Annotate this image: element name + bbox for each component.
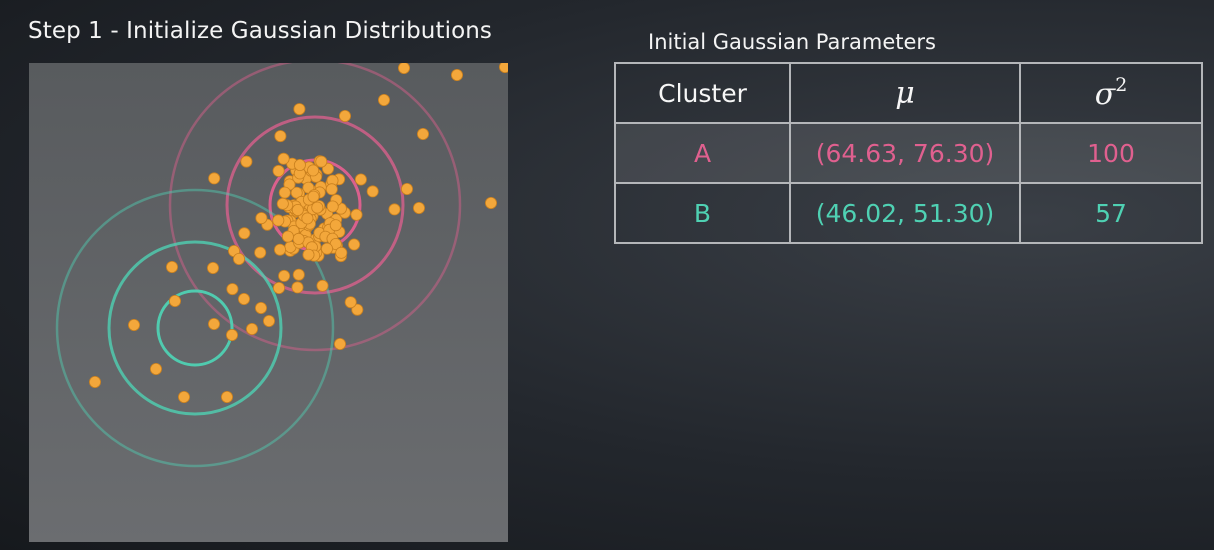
data-point — [255, 212, 268, 225]
data-point — [237, 292, 250, 305]
data-point — [292, 232, 305, 245]
table-row-cluster-a: A (64.63, 76.30) 100 — [614, 122, 1203, 184]
data-point — [450, 69, 463, 81]
data-point — [206, 261, 219, 274]
data-point — [276, 197, 289, 210]
data-point — [351, 303, 364, 316]
data-point — [232, 252, 245, 265]
cluster-a-contour-outer — [168, 63, 462, 352]
data-point — [240, 155, 253, 168]
data-point — [254, 301, 267, 314]
data-point — [338, 110, 351, 123]
data-point — [348, 238, 361, 251]
data-point — [326, 200, 339, 213]
data-point — [412, 201, 425, 214]
data-point — [293, 159, 306, 172]
data-point — [320, 242, 333, 255]
data-point — [292, 268, 305, 281]
data-point — [307, 190, 320, 203]
data-point — [281, 230, 294, 243]
data-point — [208, 172, 221, 185]
header-sigma-squared: σ2 — [1019, 62, 1203, 124]
data-point — [398, 63, 410, 74]
data-point — [335, 246, 348, 259]
cluster-a-contour-middle — [225, 115, 405, 295]
data-point — [207, 317, 220, 330]
sigma-letter: σ — [1094, 77, 1116, 112]
table-title: Initial Gaussian Parameters — [648, 30, 937, 54]
sigma-exponent: 2 — [1115, 74, 1128, 96]
data-point — [484, 196, 497, 209]
data-point — [278, 186, 291, 199]
mu-symbol: μ — [895, 75, 915, 111]
data-point — [291, 281, 304, 294]
data-point — [293, 103, 306, 116]
data-point — [291, 203, 304, 216]
data-point — [333, 337, 346, 350]
cluster-b-contour-outer — [55, 188, 335, 468]
header-cluster: Cluster — [614, 62, 791, 124]
data-point — [168, 294, 181, 307]
data-point — [238, 227, 251, 240]
table-row-cluster-b: B (46.02, 51.30) 57 — [614, 182, 1203, 244]
gaussian-scatter-plot — [55, 63, 508, 468]
data-point — [325, 183, 338, 196]
data-point — [311, 201, 324, 214]
data-point — [225, 328, 238, 341]
cluster-b-variance: 57 — [1019, 182, 1203, 244]
cluster-b-contour-inner — [156, 289, 234, 367]
data-point — [272, 164, 285, 177]
data-point — [150, 362, 163, 375]
header-mu: μ — [789, 62, 1021, 124]
data-point — [329, 219, 342, 232]
sigma-symbol: σ2 — [1094, 74, 1128, 112]
data-point — [388, 203, 401, 216]
cluster-b-contours — [55, 188, 335, 468]
data-point — [262, 314, 275, 327]
scatter-plot-panel — [29, 63, 508, 542]
data-point — [316, 279, 329, 292]
data-point — [220, 390, 233, 403]
data-point — [274, 130, 287, 143]
step-title: Step 1 - Initialize Gaussian Distributio… — [28, 18, 492, 44]
data-point — [165, 260, 178, 273]
data-point — [272, 214, 285, 227]
gaussian-parameters-table: Cluster μ σ2 A (64.63, 76.30) 100 B (46.… — [614, 62, 1203, 244]
cluster-b-contour-middle — [107, 240, 283, 416]
data-point — [277, 152, 290, 165]
table-header-row: Cluster μ σ2 — [614, 62, 1203, 124]
data-point — [272, 281, 285, 294]
data-point — [499, 63, 508, 73]
data-points — [89, 63, 508, 403]
data-point — [301, 212, 314, 225]
data-point — [354, 173, 367, 186]
data-point — [366, 185, 379, 198]
cluster-b-name: B — [614, 182, 791, 244]
data-point — [254, 246, 267, 259]
data-point — [350, 208, 363, 221]
data-point — [344, 296, 357, 309]
cluster-a-name: A — [614, 122, 791, 184]
data-point — [278, 269, 291, 282]
data-point — [226, 283, 239, 296]
data-point — [416, 128, 429, 141]
data-point — [128, 318, 141, 331]
data-point — [307, 164, 320, 177]
data-point — [377, 93, 390, 106]
data-point — [273, 243, 286, 256]
cluster-a-mu: (64.63, 76.30) — [789, 122, 1021, 184]
data-point — [177, 390, 190, 403]
data-point — [315, 155, 328, 168]
data-point — [400, 183, 413, 196]
cluster-a-variance: 100 — [1019, 122, 1203, 184]
data-point — [89, 375, 102, 388]
cluster-b-mu: (46.02, 51.30) — [789, 182, 1021, 244]
data-point — [245, 322, 258, 335]
data-point — [302, 248, 315, 261]
